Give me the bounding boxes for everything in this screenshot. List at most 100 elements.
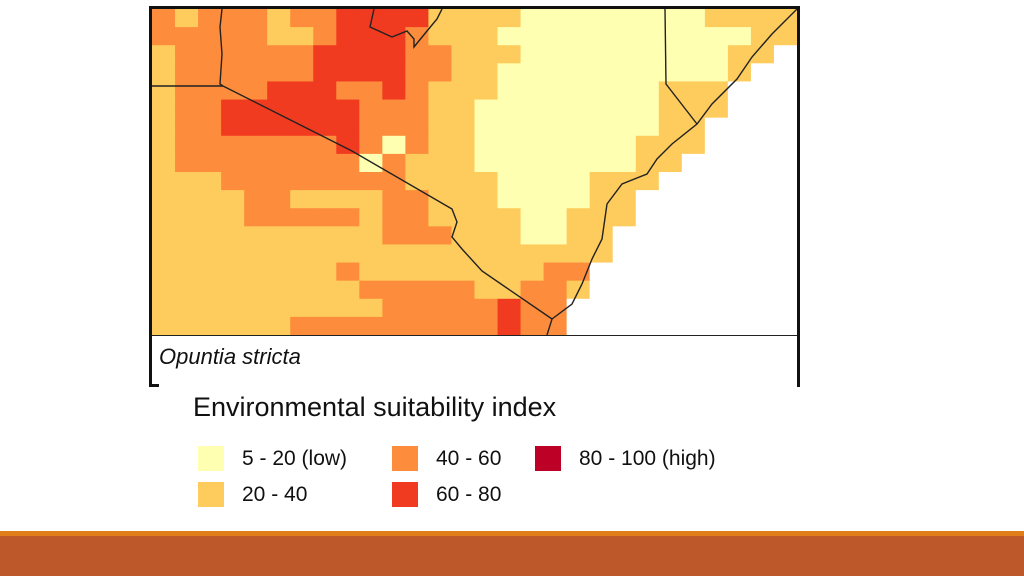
map-cell — [773, 280, 797, 300]
legend-item-high: 80 - 100 (high) — [535, 446, 716, 471]
map-cell — [267, 280, 291, 300]
map-cell — [336, 9, 360, 28]
map-cell — [336, 63, 360, 83]
map-cell — [612, 117, 637, 137]
map-cell — [589, 280, 614, 300]
map-cell — [175, 298, 199, 318]
map-cell — [566, 298, 591, 318]
map-cell — [750, 262, 775, 282]
map-cell — [198, 262, 222, 282]
map-cell — [543, 190, 568, 209]
map-cell — [267, 190, 291, 209]
map-cell — [543, 280, 568, 300]
map-cell — [451, 45, 476, 64]
map-cell — [612, 135, 637, 155]
map-cell — [727, 226, 752, 246]
map-cell — [589, 81, 614, 101]
map-cell — [497, 135, 522, 155]
map-cell — [658, 280, 683, 300]
map-cell — [681, 27, 706, 46]
map-cell — [681, 262, 706, 282]
map-cell — [336, 316, 360, 335]
map-cell — [198, 172, 222, 191]
map-cell — [336, 153, 360, 173]
map-cell — [497, 27, 522, 46]
map-cell — [612, 81, 637, 101]
map-cell — [198, 190, 222, 209]
map-cell — [543, 135, 568, 155]
map-cell — [405, 208, 430, 227]
map-cell — [589, 45, 614, 64]
map-cell — [336, 45, 360, 64]
map-cell — [612, 262, 637, 282]
state-border-east — [664, 9, 698, 125]
map-cell — [290, 81, 314, 101]
map-cell — [773, 81, 797, 101]
map-cell — [474, 153, 499, 173]
map-cell — [198, 117, 222, 137]
map-cell — [428, 208, 453, 227]
map-cell — [313, 99, 337, 119]
map-cell — [589, 117, 614, 137]
map-cell — [658, 99, 683, 119]
map-cell — [152, 117, 176, 137]
map-cell — [221, 244, 245, 264]
map-cell — [658, 45, 683, 64]
map-cell — [152, 172, 176, 191]
map-cell — [451, 63, 476, 83]
map-cell — [773, 190, 797, 209]
map-cell — [773, 45, 797, 64]
map-cell — [198, 316, 222, 335]
map-cell — [612, 153, 637, 173]
map-cell — [244, 244, 268, 264]
map-cell — [543, 244, 568, 264]
map-cell — [589, 153, 614, 173]
map-cell — [566, 208, 591, 227]
map-cell — [405, 226, 430, 246]
map-cell — [313, 135, 337, 155]
map-cell — [704, 99, 729, 119]
map-cell — [198, 27, 222, 46]
map-cell — [566, 190, 591, 209]
map-cell — [382, 208, 406, 227]
map-cell — [704, 117, 729, 137]
map-cell — [497, 45, 522, 64]
map-cell — [175, 226, 199, 246]
map-cell — [198, 45, 222, 64]
map-cell — [152, 81, 176, 101]
map-cell — [543, 9, 568, 28]
map-cell — [382, 9, 406, 28]
map-cell — [267, 153, 291, 173]
map-cell — [267, 208, 291, 227]
map-cell — [152, 63, 176, 83]
map-cell — [175, 81, 199, 101]
map-cell — [405, 99, 430, 119]
map-cell — [244, 153, 268, 173]
map-cell — [152, 208, 176, 227]
map-cell — [474, 280, 499, 300]
map-cell — [428, 298, 453, 318]
map-cell — [175, 63, 199, 83]
map-cell — [382, 316, 406, 335]
map-cell — [175, 135, 199, 155]
map-cell — [290, 117, 314, 137]
map-cell — [244, 117, 268, 137]
map-cell — [635, 27, 660, 46]
map-cell — [451, 9, 476, 28]
map-cell — [658, 63, 683, 83]
map-cell — [244, 262, 268, 282]
map-cell — [750, 99, 775, 119]
map-cell — [175, 208, 199, 227]
map-cell — [290, 280, 314, 300]
map-cell — [428, 262, 453, 282]
map-cell — [313, 153, 337, 173]
map-cell — [589, 298, 614, 318]
map-cell — [543, 262, 568, 282]
map-cell — [428, 27, 453, 46]
map-cell — [405, 316, 430, 335]
map-cell — [198, 63, 222, 83]
map-cell — [313, 27, 337, 46]
map-cell — [428, 316, 453, 335]
map-cell — [727, 9, 752, 28]
map-cell — [612, 63, 637, 83]
